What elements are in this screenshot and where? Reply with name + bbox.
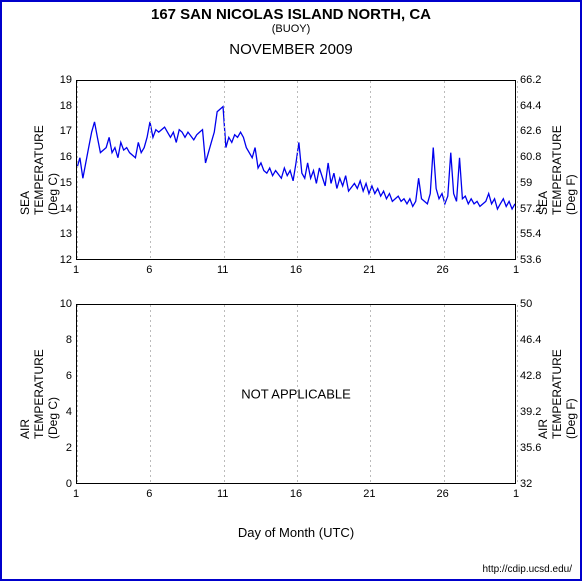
x-tick: 21 xyxy=(363,264,375,276)
x-tick: 16 xyxy=(290,264,302,276)
air-temp-chart: NOT APPLICABLE AIR TEMPERATURE (Deg C) A… xyxy=(76,304,516,484)
x-tick: 1 xyxy=(513,264,519,276)
y-tick-left: 19 xyxy=(48,74,72,86)
station-title: 167 SAN NICOLAS ISLAND NORTH, CA xyxy=(2,6,580,23)
sea-temp-chart: SEA TEMPERATURE (Deg C) SEA TEMPERATURE … xyxy=(76,80,516,260)
y-tick-left: 12 xyxy=(48,254,72,266)
x-tick: 6 xyxy=(146,488,152,500)
y-tick-right: 46.4 xyxy=(520,334,550,346)
x-axis-label: Day of Month (UTC) xyxy=(76,525,516,540)
air-temp-plot-area: NOT APPLICABLE xyxy=(76,304,516,484)
y-tick-right: 32 xyxy=(520,478,550,490)
y-tick-left: 18 xyxy=(48,100,72,112)
y-tick-right: 50 xyxy=(520,298,550,310)
x-tick: 21 xyxy=(363,488,375,500)
y-tick-left: 13 xyxy=(48,228,72,240)
y-tick-left: 6 xyxy=(48,370,72,382)
y-tick-right: 59 xyxy=(520,177,550,189)
x-tick: 1 xyxy=(513,488,519,500)
title-block: 167 SAN NICOLAS ISLAND NORTH, CA (BUOY) … xyxy=(2,2,580,58)
x-tick: 1 xyxy=(73,488,79,500)
y-tick-left: 8 xyxy=(48,334,72,346)
y-tick-left: 0 xyxy=(48,478,72,490)
y-tick-right: 55.4 xyxy=(520,228,550,240)
y-tick-left: 14 xyxy=(48,203,72,215)
air-not-applicable: NOT APPLICABLE xyxy=(241,387,351,402)
x-tick: 26 xyxy=(437,264,449,276)
y-tick-left: 16 xyxy=(48,151,72,163)
x-tick: 1 xyxy=(73,264,79,276)
sea-ylabel-f: SEA TEMPERATURE (Deg F) xyxy=(536,125,578,215)
y-tick-right: 42.8 xyxy=(520,370,550,382)
y-tick-right: 62.6 xyxy=(520,125,550,137)
y-tick-right: 64.4 xyxy=(520,100,550,112)
y-tick-right: 57.2 xyxy=(520,203,550,215)
y-tick-right: 53.6 xyxy=(520,254,550,266)
y-tick-right: 60.8 xyxy=(520,151,550,163)
x-tick: 11 xyxy=(217,488,228,500)
x-tick: 6 xyxy=(146,264,152,276)
y-tick-left: 15 xyxy=(48,177,72,189)
period-title: NOVEMBER 2009 xyxy=(2,41,580,58)
y-tick-left: 4 xyxy=(48,406,72,418)
sea-temp-series xyxy=(77,81,515,260)
y-tick-right: 66.2 xyxy=(520,74,550,86)
figure-container: 167 SAN NICOLAS ISLAND NORTH, CA (BUOY) … xyxy=(0,0,582,581)
y-tick-right: 35.6 xyxy=(520,442,550,454)
x-tick: 26 xyxy=(437,488,449,500)
air-ylabel-f: AIR TEMPERATURE (Deg F) xyxy=(536,349,578,439)
buoy-subtitle: (BUOY) xyxy=(2,23,580,35)
y-tick-right: 39.2 xyxy=(520,406,550,418)
y-tick-left: 2 xyxy=(48,442,72,454)
air-ylabel-c: AIR TEMPERATURE (Deg C) xyxy=(18,349,60,439)
x-tick: 11 xyxy=(217,264,228,276)
y-tick-left: 17 xyxy=(48,125,72,137)
credit-url: http://cdip.ucsd.edu/ xyxy=(482,564,572,575)
y-tick-left: 10 xyxy=(48,298,72,310)
sea-temp-plot-area xyxy=(76,80,516,260)
sea-ylabel-c: SEA TEMPERATURE (Deg C) xyxy=(18,125,60,215)
x-tick: 16 xyxy=(290,488,302,500)
